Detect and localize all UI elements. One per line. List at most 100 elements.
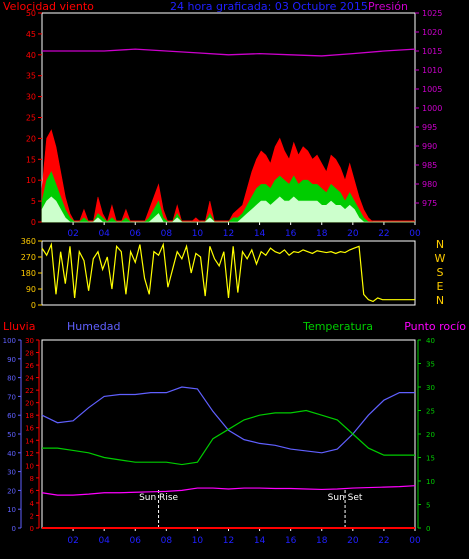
temperature-tick-label: 10 bbox=[426, 478, 435, 486]
plot-frame bbox=[41, 12, 416, 223]
compass-label: N bbox=[436, 294, 444, 307]
x-tick-label: 18 bbox=[316, 536, 328, 546]
humidity-ticks: 0 10 20 30 40 50 60 70 80 90 100 bbox=[3, 337, 21, 533]
y-left-tick-label: 360 bbox=[21, 237, 36, 246]
x-tick-label: 14 bbox=[254, 229, 266, 239]
rain-tick-label: 24 bbox=[25, 375, 34, 383]
x-tick-label: 22 bbox=[378, 229, 389, 239]
rain-tick-label: 2 bbox=[30, 512, 34, 520]
y-right-tick-label: 1020 bbox=[422, 28, 442, 37]
x-tick-label: 04 bbox=[98, 229, 110, 239]
base-area bbox=[41, 196, 415, 223]
direction-series bbox=[41, 242, 415, 303]
temperature-axis-label: Temperatura bbox=[302, 320, 373, 333]
y-right-tick-label: 1010 bbox=[422, 66, 442, 75]
rain-tick-label: 8 bbox=[30, 475, 34, 483]
y-right-tick-label: 990 bbox=[422, 142, 437, 151]
sun-marker-label: Sun Set bbox=[328, 493, 363, 503]
rain-tick-label: 14 bbox=[25, 437, 34, 445]
humidity-tick-label: 80 bbox=[7, 375, 16, 383]
humidity-axis-label: Humedad bbox=[67, 320, 120, 333]
rain-tick-label: 22 bbox=[25, 387, 34, 395]
y-left-tick-label: 180 bbox=[21, 269, 36, 278]
y-left-tick-label: 90 bbox=[26, 285, 36, 294]
compass-label: E bbox=[437, 280, 444, 293]
direction-line bbox=[41, 242, 415, 303]
compass-label: S bbox=[437, 266, 444, 279]
temperature-tick-label: 0 bbox=[426, 525, 430, 533]
y-left-tick-label: 5 bbox=[31, 197, 36, 206]
y-left-tick-label: 35 bbox=[26, 72, 36, 81]
y-right-tick-label: 1015 bbox=[422, 47, 442, 56]
y-left-tick-label: 15 bbox=[26, 155, 36, 164]
x-tick-label: 20 bbox=[347, 229, 359, 239]
humidity-temp-panel: Lluvia Humedad Temperatura Punto rocío 0… bbox=[3, 320, 467, 546]
gust-series bbox=[41, 129, 415, 223]
sun-annotations: Sun Rise Sun Set bbox=[139, 490, 363, 528]
rain-tick-label: 18 bbox=[25, 412, 34, 420]
rain-tick-label: 0 bbox=[30, 525, 34, 533]
y-left-tick-label: 0 bbox=[31, 218, 36, 227]
temperature-tick-label: 5 bbox=[426, 502, 430, 510]
humidity-line bbox=[41, 386, 415, 454]
x-tick-label: 08 bbox=[161, 229, 173, 239]
x-tick-label: 14 bbox=[254, 536, 266, 546]
x-tick-label: 16 bbox=[285, 536, 297, 546]
dewpoint-axis-label: Punto rocío bbox=[404, 320, 466, 333]
rain-tick-label: 28 bbox=[25, 350, 34, 358]
pressure-series bbox=[42, 48, 416, 57]
y-left-tick-label: 25 bbox=[26, 114, 36, 123]
rain-tick-label: 6 bbox=[30, 487, 35, 495]
temperature-tick-label: 20 bbox=[426, 431, 435, 439]
humidity-tick-label: 40 bbox=[7, 450, 16, 458]
y-right-tick-label: 980 bbox=[422, 180, 437, 189]
gust-area bbox=[41, 129, 415, 223]
rain-tick-label: 10 bbox=[25, 462, 34, 470]
sun-marker-label: Sun Rise bbox=[139, 493, 178, 503]
humidity-tick-label: 100 bbox=[3, 337, 16, 345]
x-tick-label: 16 bbox=[285, 229, 297, 239]
x-tick-label: 08 bbox=[161, 536, 173, 546]
y-left-tick-label: 50 bbox=[26, 9, 36, 18]
x-tick-label: 20 bbox=[347, 536, 359, 546]
rain-tick-label: 16 bbox=[25, 425, 34, 433]
rain-axis-label: Lluvia bbox=[3, 320, 35, 333]
x-tick-label: 02 bbox=[67, 536, 78, 546]
rain-tick-label: 20 bbox=[25, 400, 34, 408]
y-left-tick-label: 10 bbox=[26, 176, 36, 185]
x-tick-label: 18 bbox=[316, 229, 328, 239]
humidity-tick-label: 20 bbox=[7, 487, 16, 495]
humidity-temp-series bbox=[41, 386, 416, 529]
humidity-tick-label: 10 bbox=[7, 506, 16, 514]
y-left-tick-label: 0 bbox=[31, 301, 36, 310]
x-tick-label: 10 bbox=[192, 229, 204, 239]
y-right-tick-label: 1005 bbox=[422, 85, 442, 94]
compass-label: N bbox=[436, 238, 444, 251]
y-left-tick-label: 30 bbox=[26, 93, 36, 102]
wind-pressure-panel: Velocidad viento 24 hora graficada: 03 O… bbox=[3, 0, 442, 239]
humidity-tick-label: 0 bbox=[12, 525, 16, 533]
humidity-tick-label: 30 bbox=[7, 469, 16, 477]
x-tick-label: 00 bbox=[409, 229, 421, 239]
x-tick-label: 06 bbox=[130, 229, 142, 239]
humidity-tick-label: 50 bbox=[7, 431, 16, 439]
left-axis-label: Velocidad viento bbox=[3, 0, 94, 13]
temperature-tick-label: 35 bbox=[426, 361, 435, 369]
y-right-tick-label: 1000 bbox=[422, 104, 442, 113]
y-left-tick-label: 45 bbox=[26, 30, 36, 39]
rain-tick-label: 12 bbox=[25, 450, 34, 458]
y-left-ticks: 0 90 180 270 360 bbox=[21, 237, 42, 310]
y-right-ticks: 975 980 985 990 995 1000 1005 1010 1015 1020 1025 bbox=[415, 9, 442, 208]
y-right-tick-label: 985 bbox=[422, 161, 437, 170]
humidity-tick-label: 90 bbox=[7, 356, 16, 364]
pressure-line bbox=[42, 48, 416, 57]
rain-tick-label: 30 bbox=[25, 337, 34, 345]
x-tick-label: 22 bbox=[378, 536, 389, 546]
y-right-tick-label: 1025 bbox=[422, 9, 442, 18]
x-tick-label: 12 bbox=[223, 536, 234, 546]
